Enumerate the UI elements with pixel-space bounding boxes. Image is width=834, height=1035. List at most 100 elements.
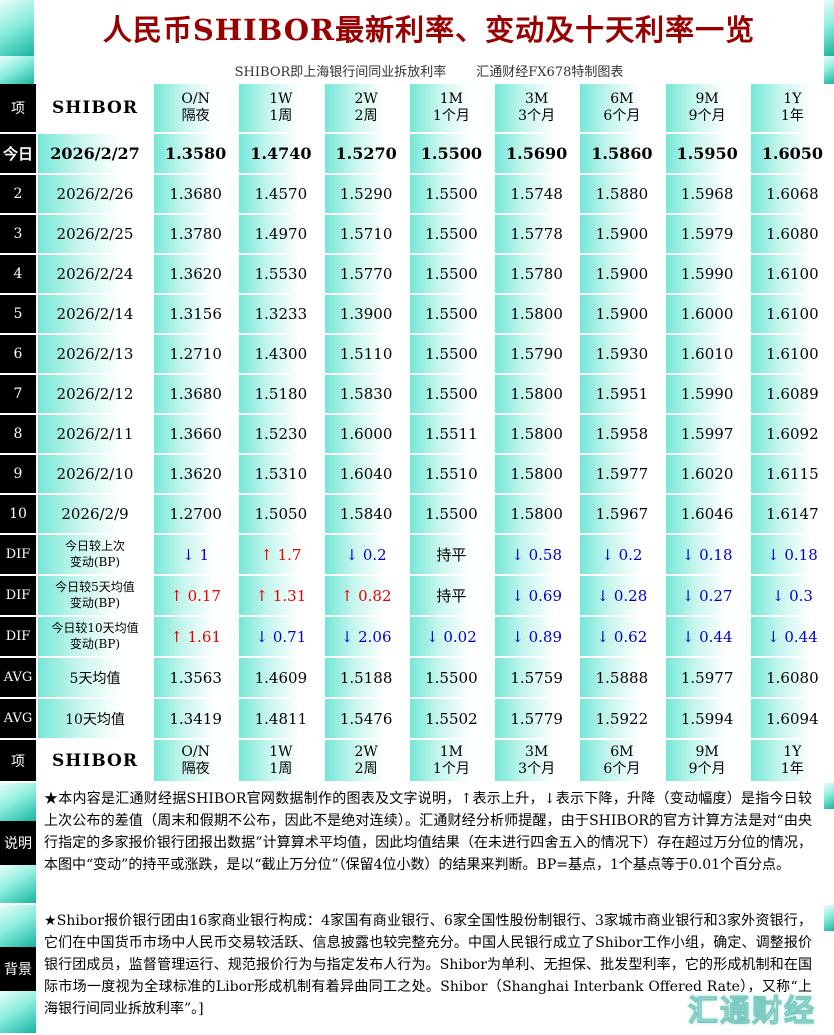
dif-value: ↓ 0.18 [750, 535, 834, 574]
tenor-code: 3M [525, 91, 549, 108]
decor-subtitle-left [0, 56, 34, 84]
table-row: 6 2026/2/13 1.2710 1.4300 1.5110 1.5500 1.5790… [0, 335, 834, 373]
note-text-background: ★Shibor报价银行团由16家商业银行构成：4家国有商业银行、6家全国性股份制… [44, 913, 812, 1018]
date-cell: 2026/2/9 [38, 495, 152, 533]
date-cell: 2026/2/12 [38, 375, 152, 413]
row-index: 5 [0, 295, 36, 333]
rate-value: 1.4300 [239, 335, 323, 373]
rate-value: 1.5690 [495, 134, 579, 173]
avg-label: 10天均值 [38, 699, 152, 738]
rate-value: 1.6050 [750, 134, 834, 173]
row-index: 3 [0, 215, 36, 253]
tenor-label: 6个月 [603, 760, 641, 777]
avg-value: 1.3419 [154, 699, 238, 738]
tenor-label: 1年 [780, 760, 804, 777]
decor-note-spacer [0, 991, 36, 1033]
table-row: 今日 2026/2/27 1.3580 1.4740 1.5270 1.5500 1.569… [0, 134, 834, 173]
rate-value: 1.5800 [495, 375, 579, 413]
rate-value: 1.3156 [154, 295, 238, 333]
rate-value: 1.5778 [495, 215, 579, 253]
row-index: DIF [0, 535, 36, 574]
rate-value: 1.5800 [495, 495, 579, 533]
tenor-code: 6M [610, 91, 634, 108]
table-row: 5 2026/2/14 1.3156 1.3233 1.3900 1.5500 1.5800… [0, 295, 834, 333]
rate-value: 1.6000 [665, 295, 749, 333]
table-row: 8 2026/2/11 1.3660 1.5230 1.6000 1.5511 1.5800… [0, 415, 834, 453]
rate-value: 1.5880 [580, 175, 664, 213]
rate-value: 1.6068 [750, 175, 834, 213]
tenor-label: 隔夜 [181, 108, 210, 124]
rate-value: 1.5510 [409, 455, 493, 493]
table-row: 9 2026/2/10 1.3620 1.5310 1.6040 1.5510 1.5800… [0, 455, 834, 493]
dif-row: DIF 今日较5天均值 变动(BP) ↑ 0.17 ↑ 1.31 ↑ 0.82 持平 ↓ 0… [0, 576, 834, 615]
rate-value: 1.5930 [580, 335, 664, 373]
note-label-column: 背景 [0, 905, 36, 1033]
decor-note-cap [824, 905, 834, 931]
rate-value: 1.5900 [580, 255, 664, 293]
tenor-code: 3M [525, 743, 549, 760]
rate-value: 1.5770 [324, 255, 408, 293]
avg-value: 1.5994 [665, 699, 749, 738]
avg-value: 1.5476 [324, 699, 408, 738]
rate-value: 1.3780 [154, 215, 238, 253]
note-right-column [824, 783, 834, 903]
row-index: 2 [0, 175, 36, 213]
rate-value: 1.2700 [154, 495, 238, 533]
rate-value: 1.6089 [750, 375, 834, 413]
tenor-header-cell: 6M 6个月 [580, 84, 664, 132]
rate-value: 1.2710 [154, 335, 238, 373]
row-type-header-cell: 项 [0, 740, 36, 781]
dif-label: 今日较10天均值 变动(BP) [38, 617, 152, 656]
rate-value: 1.5950 [665, 134, 749, 173]
dif-value: 持平 [409, 576, 493, 615]
rate-value: 1.6100 [750, 335, 834, 373]
decor-note-cap [824, 783, 834, 809]
dif-value: ↑ 1.61 [154, 617, 238, 656]
tenor-header-cell: 1M 1个月 [409, 740, 493, 781]
tenor-code: 9M [695, 91, 719, 108]
dif-value: ↓ 2.06 [324, 617, 408, 656]
avg-value: 1.5759 [495, 658, 579, 697]
tenor-code: O/N [181, 91, 210, 108]
row-index: 9 [0, 455, 36, 493]
dif-value: ↑ 1.7 [239, 535, 323, 574]
rate-value: 1.5270 [324, 134, 408, 173]
dif-value: ↓ 0.44 [750, 617, 834, 656]
dif-value: ↓ 0.3 [750, 576, 834, 615]
rate-value: 1.6147 [750, 495, 834, 533]
tenor-label: 9个月 [688, 760, 726, 777]
subtitle-bar: SHIBOR即上海银行间同业拆放利率 汇通财经FX678特制图表 [0, 56, 834, 84]
rate-value: 1.5500 [409, 495, 493, 533]
rate-value: 1.5780 [495, 255, 579, 293]
rate-value: 1.3620 [154, 255, 238, 293]
avg-value: 1.6094 [750, 699, 834, 738]
tenor-code: 1M [439, 743, 463, 760]
dif-value: ↓ 0.89 [495, 617, 579, 656]
rate-value: 1.5500 [409, 375, 493, 413]
tenor-header-cell: O/N 隔夜 [154, 740, 238, 781]
avg-value: 1.4609 [239, 658, 323, 697]
rate-value: 1.5500 [409, 215, 493, 253]
dif-row: DIF 今日较上次 变动(BP) ↓ 1 ↑ 1.7 ↓ 0.2 持平 ↓ 0.58 ↓ 0.… [0, 535, 834, 574]
dif-value: ↓ 0.69 [495, 576, 579, 615]
table-row: 10 2026/2/9 1.2700 1.5050 1.5840 1.5500 1.5800… [0, 495, 834, 533]
rate-value: 1.5800 [495, 455, 579, 493]
rate-value: 1.4740 [239, 134, 323, 173]
header-row: 项 SHIBOR O/N 隔夜 1W 1周 2W 2周 1M 1个月 3M 3个月 6M 6个月 9M 9个月… [0, 84, 834, 132]
rate-value: 1.5500 [409, 255, 493, 293]
rate-value: 1.3900 [324, 295, 408, 333]
rate-value: 1.5500 [409, 335, 493, 373]
table-row: 3 2026/2/25 1.3780 1.4970 1.5710 1.5500 1.5778… [0, 215, 834, 253]
rate-value: 1.6115 [750, 455, 834, 493]
rate-value: 1.3620 [154, 455, 238, 493]
tenor-label: 3个月 [518, 760, 556, 777]
avg-label: 5天均值 [38, 658, 152, 697]
note-row-explanation: 说明 ★本内容是汇通财经据SHIBOR官网数据制作的图表及文字说明，↑表示上升，… [0, 783, 834, 903]
row-index: DIF [0, 576, 36, 615]
rate-value: 1.6040 [324, 455, 408, 493]
date-cell: 2026/2/11 [38, 415, 152, 453]
rate-value: 1.3680 [154, 175, 238, 213]
dif-value: ↓ 0.2 [324, 535, 408, 574]
rate-value: 1.5990 [665, 255, 749, 293]
